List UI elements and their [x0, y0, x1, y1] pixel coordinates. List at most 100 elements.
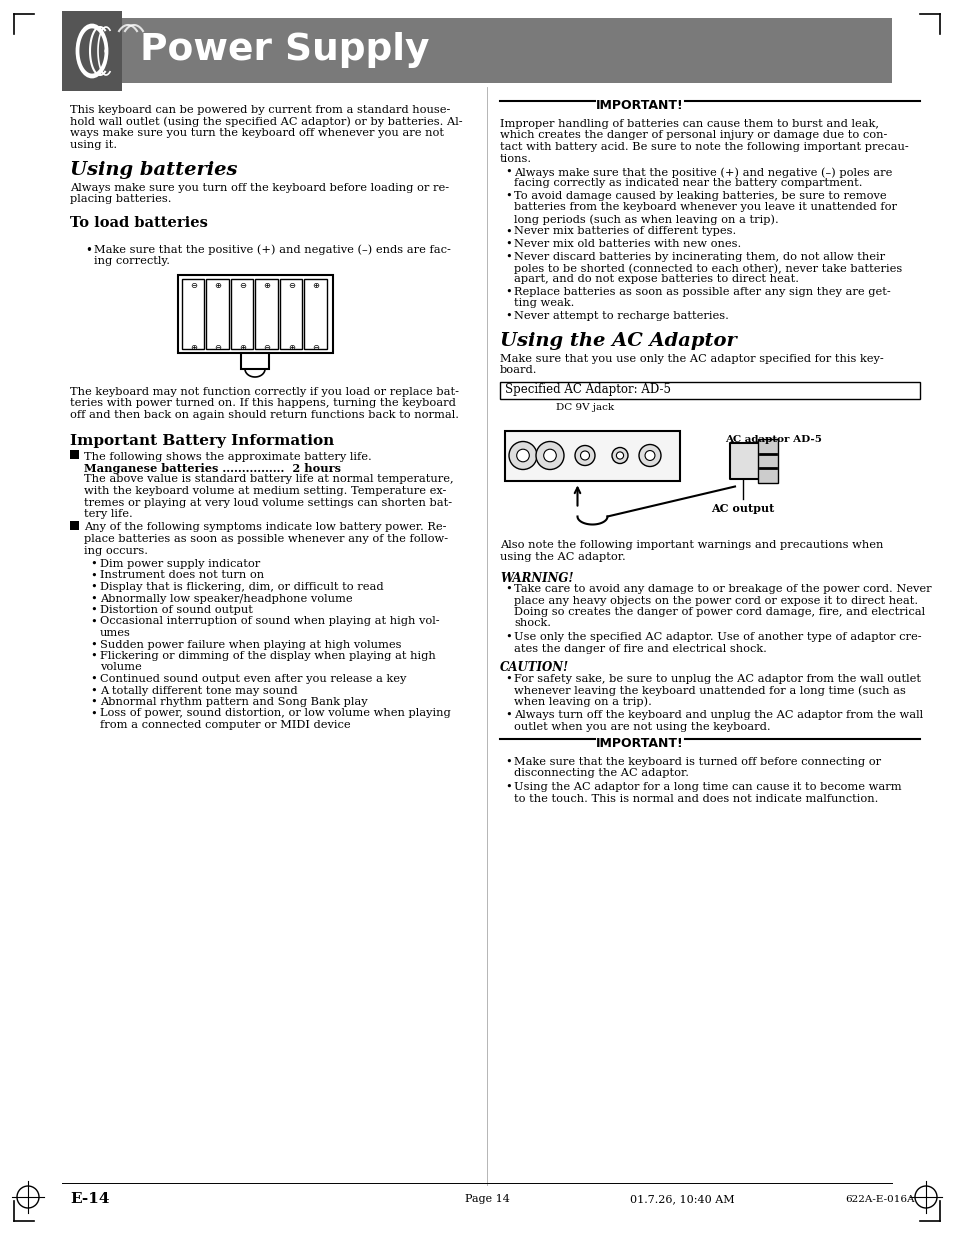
Bar — [241, 353, 269, 369]
Text: Loss of power, sound distortion, or low volume when playing: Loss of power, sound distortion, or low … — [100, 709, 450, 719]
Text: •: • — [504, 252, 511, 262]
Text: WARNING!: WARNING! — [499, 572, 573, 584]
Text: Instrument does not turn on: Instrument does not turn on — [100, 571, 264, 580]
Text: •: • — [85, 245, 91, 257]
Text: which creates the danger of personal injury or damage due to con-: which creates the danger of personal inj… — [499, 131, 886, 141]
Circle shape — [644, 451, 655, 461]
Circle shape — [612, 447, 627, 463]
Text: hold wall outlet (using the specified AC adaptor) or by batteries. Al-: hold wall outlet (using the specified AC… — [70, 116, 462, 127]
Text: with the keyboard volume at medium setting. Temperature ex-: with the keyboard volume at medium setti… — [84, 487, 446, 496]
Text: using it.: using it. — [70, 140, 117, 149]
Text: volume: volume — [100, 662, 142, 673]
Text: tremes or playing at very loud volume settings can shorten bat-: tremes or playing at very loud volume se… — [84, 498, 452, 508]
Text: ways make sure you turn the keyboard off whenever you are not: ways make sure you turn the keyboard off… — [70, 128, 443, 138]
Text: •: • — [90, 594, 96, 604]
Text: apart, and do not expose batteries to direct heat.: apart, and do not expose batteries to di… — [514, 274, 799, 284]
Text: Also note the following important warnings and precautions when: Also note the following important warnin… — [499, 541, 882, 551]
Text: ⊖: ⊖ — [238, 282, 246, 290]
Text: Make sure that you use only the AC adaptor specified for this key-: Make sure that you use only the AC adapt… — [499, 353, 882, 363]
Text: This keyboard can be powered by current from a standard house-: This keyboard can be powered by current … — [70, 105, 450, 115]
Text: AC output: AC output — [711, 503, 774, 514]
Text: •: • — [90, 640, 96, 650]
Text: Page 14: Page 14 — [464, 1194, 509, 1204]
Text: DC 9V jack: DC 9V jack — [556, 404, 614, 412]
Bar — [178, 275, 333, 353]
Text: •: • — [90, 582, 96, 592]
Text: ⊕: ⊕ — [288, 343, 294, 352]
Text: ⊖: ⊖ — [263, 343, 270, 352]
Text: •: • — [90, 616, 96, 626]
Text: Abnormal rhythm pattern and Song Bank play: Abnormal rhythm pattern and Song Bank pl… — [100, 697, 367, 706]
Text: Using the AC Adaptor: Using the AC Adaptor — [499, 331, 736, 350]
Text: ⊕: ⊕ — [190, 343, 196, 352]
Text: Specified AC Adaptor: AD-5: Specified AC Adaptor: AD-5 — [504, 383, 670, 395]
Text: •: • — [504, 226, 511, 236]
Bar — [758, 438, 778, 483]
Text: Using batteries: Using batteries — [70, 161, 237, 179]
Text: Power Supply: Power Supply — [140, 32, 429, 68]
Bar — [255, 279, 277, 350]
Text: poles to be shorted (connected to each other), never take batteries: poles to be shorted (connected to each o… — [514, 263, 902, 274]
Text: •: • — [90, 651, 96, 661]
Text: •: • — [90, 709, 96, 719]
Text: 622A-E-016A: 622A-E-016A — [844, 1194, 914, 1203]
Text: •: • — [90, 571, 96, 580]
Text: The keyboard may not function correctly if you load or replace bat-: The keyboard may not function correctly … — [70, 387, 458, 396]
Bar — [504, 431, 679, 480]
Text: 01.7.26, 10:40 AM: 01.7.26, 10:40 AM — [629, 1194, 734, 1204]
Bar — [304, 279, 327, 350]
Circle shape — [575, 446, 595, 466]
Text: place any heavy objects on the power cord or expose it to direct heat.: place any heavy objects on the power cor… — [514, 595, 917, 605]
Text: when leaving on a trip).: when leaving on a trip). — [514, 697, 651, 708]
Text: batteries from the keyboard whenever you leave it unattended for: batteries from the keyboard whenever you… — [514, 203, 896, 212]
Text: •: • — [504, 584, 511, 594]
Text: Flickering or dimming of the display when playing at high: Flickering or dimming of the display whe… — [100, 651, 436, 661]
Text: Use only the specified AC adaptor. Use of another type of adaptor cre-: Use only the specified AC adaptor. Use o… — [514, 632, 921, 642]
Text: Take care to avoid any damage to or breakage of the power cord. Never: Take care to avoid any damage to or brea… — [514, 584, 931, 594]
Text: Dim power supply indicator: Dim power supply indicator — [100, 559, 260, 569]
Bar — [62, 19, 891, 83]
Text: facing correctly as indicated near the battery compartment.: facing correctly as indicated near the b… — [514, 179, 862, 189]
Text: •: • — [90, 559, 96, 569]
Text: long periods (such as when leaving on a trip).: long periods (such as when leaving on a … — [514, 214, 778, 225]
Text: Using the AC adaptor for a long time can cause it to become warm: Using the AC adaptor for a long time can… — [514, 782, 901, 792]
Text: ⊕: ⊕ — [263, 282, 270, 290]
Text: ates the danger of fire and electrical shock.: ates the danger of fire and electrical s… — [514, 643, 766, 653]
Text: •: • — [504, 240, 511, 249]
Text: IMPORTANT!: IMPORTANT! — [596, 737, 683, 750]
Text: whenever leaving the keyboard unattended for a long time (such as: whenever leaving the keyboard unattended… — [514, 685, 905, 695]
Text: placing batteries.: placing batteries. — [70, 194, 172, 205]
Text: Abnormally low speaker/headphone volume: Abnormally low speaker/headphone volume — [100, 594, 353, 604]
Text: To avoid damage caused by leaking batteries, be sure to remove: To avoid damage caused by leaking batter… — [514, 191, 885, 201]
Text: E-14: E-14 — [70, 1192, 110, 1207]
Text: ⊕: ⊕ — [238, 343, 246, 352]
Text: disconnecting the AC adaptor.: disconnecting the AC adaptor. — [514, 768, 688, 778]
Text: To load batteries: To load batteries — [70, 216, 208, 230]
Bar — [499, 382, 919, 399]
Text: board.: board. — [499, 366, 537, 375]
Text: •: • — [90, 605, 96, 615]
Text: Manganese batteries ................  2 hours: Manganese batteries ................ 2 h… — [84, 463, 340, 474]
Text: CAUTION!: CAUTION! — [499, 661, 569, 674]
Text: Improper handling of batteries can cause them to burst and leak,: Improper handling of batteries can cause… — [499, 119, 878, 128]
Text: Distortion of sound output: Distortion of sound output — [100, 605, 253, 615]
Text: •: • — [504, 673, 511, 683]
Text: Occasional interruption of sound when playing at high vol-: Occasional interruption of sound when pl… — [100, 616, 439, 626]
Text: shock.: shock. — [514, 619, 551, 629]
Text: The following shows the approximate battery life.: The following shows the approximate batt… — [84, 452, 372, 462]
Text: Sudden power failure when playing at high volumes: Sudden power failure when playing at hig… — [100, 640, 401, 650]
Text: ting weak.: ting weak. — [514, 299, 574, 309]
Text: outlet when you are not using the keyboard.: outlet when you are not using the keyboa… — [514, 721, 770, 731]
Text: Never discard batteries by incinerating them, do not allow their: Never discard batteries by incinerating … — [514, 252, 884, 262]
Text: Any of the following symptoms indicate low battery power. Re-: Any of the following symptoms indicate l… — [84, 522, 446, 532]
Bar — [231, 279, 253, 350]
Text: ⊖: ⊖ — [288, 282, 294, 290]
Text: place batteries as soon as possible whenever any of the follow-: place batteries as soon as possible when… — [84, 534, 448, 543]
Bar — [182, 279, 204, 350]
Text: IMPORTANT!: IMPORTANT! — [596, 99, 683, 112]
Text: •: • — [504, 632, 511, 642]
Bar — [206, 279, 229, 350]
Circle shape — [616, 452, 623, 459]
Text: Always turn off the keyboard and unplug the AC adaptor from the wall: Always turn off the keyboard and unplug … — [514, 710, 923, 720]
Text: Continued sound output even after you release a key: Continued sound output even after you re… — [100, 674, 406, 684]
